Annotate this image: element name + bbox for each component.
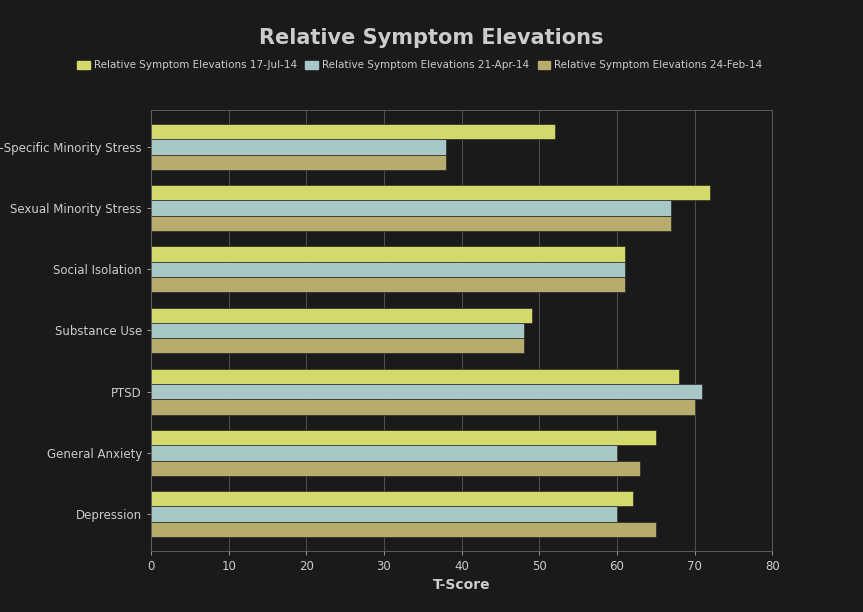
Bar <box>151 277 625 292</box>
Bar <box>151 185 710 200</box>
Bar <box>151 139 446 154</box>
Bar <box>151 200 671 215</box>
Bar <box>151 124 555 139</box>
X-axis label: T-Score: T-Score <box>433 578 490 592</box>
Bar <box>151 446 617 460</box>
Bar <box>151 521 656 537</box>
Bar <box>151 307 532 323</box>
Bar <box>151 154 446 170</box>
Bar <box>151 399 695 415</box>
Bar <box>151 262 625 277</box>
Bar <box>151 323 524 338</box>
Bar <box>151 246 625 262</box>
Text: Relative Symptom Elevations: Relative Symptom Elevations <box>259 28 604 48</box>
Bar <box>151 338 524 354</box>
Bar <box>151 368 679 384</box>
Bar <box>151 507 617 521</box>
Legend: Relative Symptom Elevations 17-Jul-14, Relative Symptom Elevations 21-Apr-14, Re: Relative Symptom Elevations 17-Jul-14, R… <box>74 58 765 73</box>
Bar <box>151 384 702 399</box>
Bar <box>151 460 640 476</box>
Bar <box>151 430 656 446</box>
Bar <box>151 491 633 507</box>
Bar <box>151 215 671 231</box>
